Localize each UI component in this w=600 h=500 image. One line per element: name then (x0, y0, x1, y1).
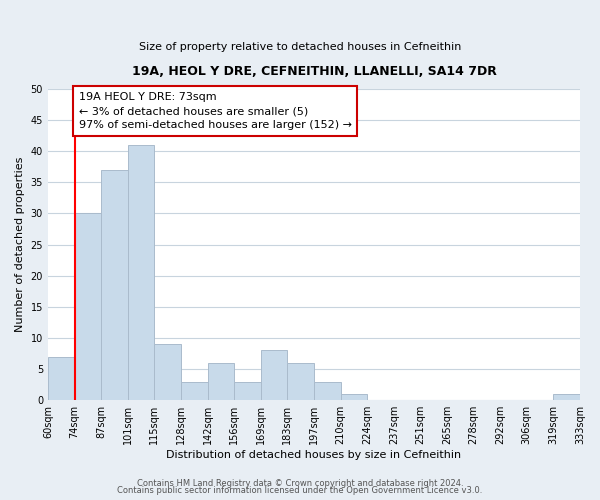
Bar (208, 363, 234, 400)
Bar (314, 382, 341, 400)
Text: Contains public sector information licensed under the Open Government Licence v3: Contains public sector information licen… (118, 486, 482, 495)
Bar (154, 344, 181, 400)
X-axis label: Distribution of detached houses by size in Cefneithin: Distribution of detached houses by size … (166, 450, 461, 460)
Bar (128, 145, 154, 400)
Title: 19A, HEOL Y DRE, CEFNEITHIN, LLANELLI, SA14 7DR: 19A, HEOL Y DRE, CEFNEITHIN, LLANELLI, S… (131, 65, 496, 78)
Text: 19A HEOL Y DRE: 73sqm
← 3% of detached houses are smaller (5)
97% of semi-detach: 19A HEOL Y DRE: 73sqm ← 3% of detached h… (79, 92, 352, 130)
Bar (74, 214, 101, 400)
Bar (287, 363, 314, 400)
Text: Contains HM Land Registry data © Crown copyright and database right 2024.: Contains HM Land Registry data © Crown c… (137, 478, 463, 488)
Bar (101, 170, 128, 400)
Bar (261, 350, 287, 400)
Bar (553, 394, 580, 400)
Text: Size of property relative to detached houses in Cefneithin: Size of property relative to detached ho… (139, 42, 461, 52)
Y-axis label: Number of detached properties: Number of detached properties (15, 157, 25, 332)
Bar (341, 394, 367, 400)
Bar (181, 382, 208, 400)
Bar (234, 382, 261, 400)
Bar (48, 356, 74, 400)
